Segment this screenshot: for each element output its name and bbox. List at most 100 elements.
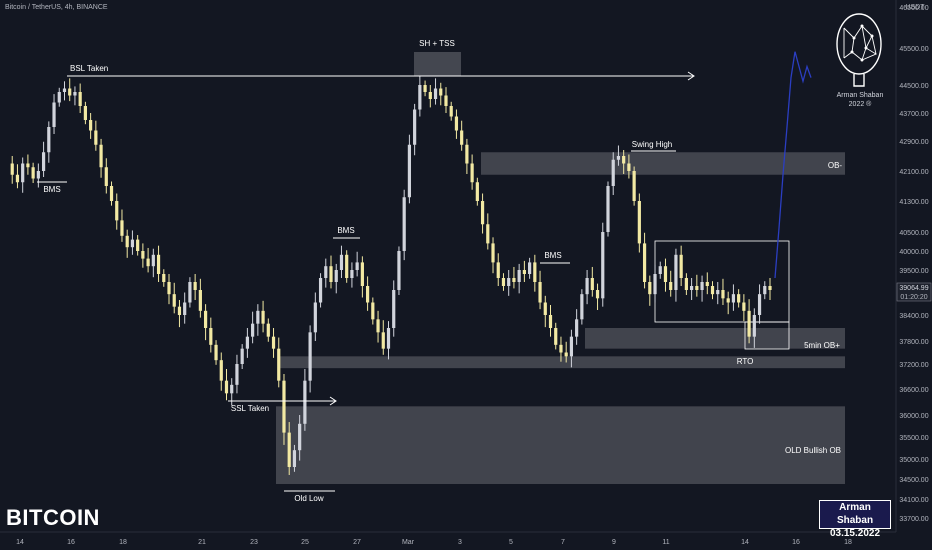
candle-body [423, 85, 427, 92]
x-tick-label: 7 [561, 539, 565, 546]
candle-body [177, 306, 182, 315]
candle-body [679, 254, 683, 278]
candle-body [397, 251, 401, 290]
ob-plus-label: 5min OB+ [804, 341, 840, 350]
candle-body [528, 262, 532, 274]
candle-body [235, 364, 239, 385]
y-tick-label: 35500.00 [899, 435, 928, 442]
x-tick-label: 18 [119, 539, 127, 546]
y-tick-label: 40500.00 [899, 230, 928, 237]
candle-body [418, 85, 422, 110]
candle-body [167, 282, 171, 295]
x-tick-label: 11 [662, 539, 669, 546]
candle-body [334, 270, 338, 282]
candle-body [365, 286, 370, 303]
candle-body [47, 127, 51, 153]
candle-body [737, 294, 741, 303]
candle-body [548, 315, 553, 328]
candle-body [308, 332, 312, 381]
swing-high-label: Swing High [632, 140, 672, 149]
projection-path [774, 51, 812, 279]
y-tick-label: 44500.00 [899, 83, 928, 90]
x-tick-label: 16 [792, 539, 800, 546]
y-tick-label: 42100.00 [899, 169, 928, 176]
candle-body [585, 278, 589, 295]
zone-box [481, 152, 845, 175]
candle-body [83, 106, 87, 120]
candle-body [580, 294, 584, 320]
candle-body [543, 302, 547, 315]
candle-body [501, 278, 506, 286]
candle-body [517, 270, 521, 282]
candle-body [392, 290, 396, 328]
candle-body [360, 262, 364, 286]
y-tick-label: 36600.00 [899, 387, 928, 394]
candle-body [15, 174, 20, 183]
candle-body [298, 423, 302, 451]
candle-body [115, 201, 119, 221]
candle-body [627, 163, 631, 171]
candle-body [73, 92, 77, 96]
candle-body [371, 302, 375, 320]
candle-body [271, 336, 276, 349]
y-tick-label: 46500.00 [899, 5, 928, 12]
candle-body [120, 220, 124, 236]
candle-body [559, 344, 563, 353]
candle-body [136, 239, 140, 251]
candle-body [433, 88, 438, 99]
x-tick-label: 25 [301, 539, 309, 546]
signature-box: Arman Shaban 03.15.2022 [819, 500, 891, 539]
candle-body [716, 290, 720, 295]
candle-body [224, 380, 229, 394]
y-tick-label: 35000.00 [899, 457, 928, 464]
candle-body [193, 282, 197, 290]
candle-body [94, 130, 98, 145]
x-tick-label: 18 [844, 539, 852, 546]
candle-body [282, 380, 286, 433]
candle-body [376, 319, 380, 333]
candle-body [31, 167, 35, 179]
candle-body [611, 159, 615, 186]
candle-body [475, 182, 479, 201]
candle-body [287, 432, 291, 467]
candle-body [230, 384, 234, 394]
y-tick-label: 42900.00 [899, 139, 928, 146]
candle-body [188, 282, 192, 303]
candle-body [575, 319, 579, 337]
candle-body [595, 290, 600, 299]
candle-body [428, 92, 432, 99]
candle-body [125, 235, 129, 248]
candle-body [350, 270, 354, 278]
y-tick-label: 40000.00 [899, 249, 928, 256]
candle-body [345, 254, 349, 278]
candle-body [62, 88, 67, 92]
bms-label: BMS [43, 185, 60, 194]
symbol-header: Bitcoin / TetherUS, 4h, BINANCE [5, 4, 108, 11]
signature-name: Arman Shaban [836, 502, 874, 526]
y-tick-label: 34500.00 [899, 477, 928, 484]
candle-body [324, 266, 328, 278]
candle-body [554, 328, 558, 345]
y-tick-label: 37200.00 [899, 362, 928, 369]
candle-body [522, 270, 526, 274]
candle-body [130, 239, 135, 248]
signature-date: 03.15.2022 [829, 528, 881, 539]
candle-body [616, 156, 621, 160]
y-tick-label: 38400.00 [899, 313, 928, 320]
x-tick-label: 3 [458, 539, 462, 546]
x-tick-label: 9 [612, 539, 616, 546]
candle-body [705, 282, 709, 286]
candle-body [266, 323, 270, 337]
x-tick-label: 27 [353, 539, 361, 546]
candle-body [36, 171, 40, 179]
candle-body [470, 163, 474, 183]
zone-box [276, 406, 845, 484]
candle-body [747, 310, 751, 337]
bms-label: BMS [337, 226, 354, 235]
candle-body [162, 274, 166, 282]
candle-body [454, 116, 459, 131]
candle-body [763, 286, 767, 295]
bms-label: BMS [544, 251, 561, 260]
candle-body [413, 109, 417, 145]
